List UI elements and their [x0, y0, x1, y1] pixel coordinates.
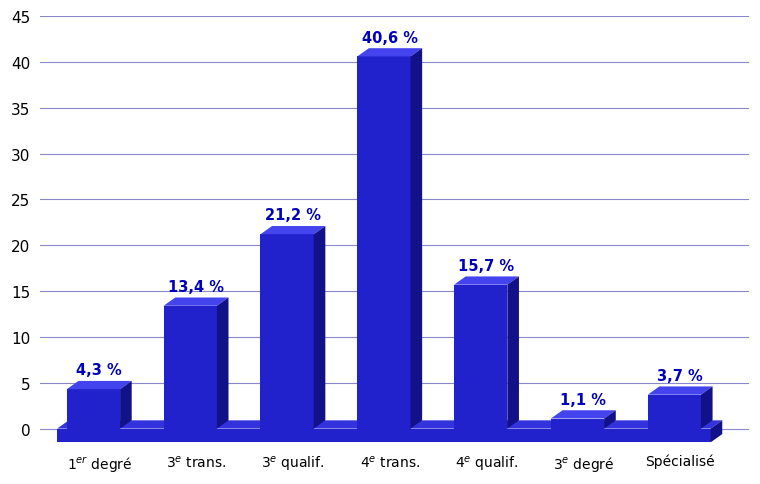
Polygon shape [57, 421, 722, 429]
Polygon shape [711, 421, 722, 442]
Polygon shape [314, 227, 325, 429]
Text: 13,4 %: 13,4 % [168, 279, 224, 294]
Text: 21,2 %: 21,2 % [265, 208, 321, 223]
Polygon shape [648, 395, 701, 429]
Text: 3,7 %: 3,7 % [657, 368, 703, 383]
Polygon shape [261, 235, 314, 429]
Polygon shape [357, 57, 410, 429]
Text: 40,6 %: 40,6 % [362, 30, 418, 45]
Polygon shape [217, 298, 229, 429]
Polygon shape [67, 389, 120, 429]
Text: 15,7 %: 15,7 % [458, 258, 515, 273]
Polygon shape [454, 277, 519, 285]
Polygon shape [57, 429, 711, 442]
Polygon shape [410, 49, 422, 429]
Polygon shape [648, 387, 713, 395]
Polygon shape [67, 381, 131, 389]
Polygon shape [261, 227, 325, 235]
Polygon shape [454, 285, 508, 429]
Polygon shape [163, 298, 229, 306]
Polygon shape [508, 277, 519, 429]
Polygon shape [163, 306, 217, 429]
Polygon shape [604, 410, 616, 429]
Polygon shape [357, 49, 422, 57]
Polygon shape [120, 381, 131, 429]
Polygon shape [701, 387, 713, 429]
Text: 4,3 %: 4,3 % [77, 363, 122, 378]
Polygon shape [551, 410, 616, 419]
Polygon shape [551, 419, 604, 429]
Text: 1,1 %: 1,1 % [560, 392, 606, 407]
